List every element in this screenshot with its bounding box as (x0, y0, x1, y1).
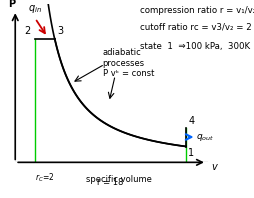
Text: state  1  ⇒100 kPa,  300K: state 1 ⇒100 kPa, 300K (140, 42, 250, 51)
Text: compression ratio r = v₁/v₂ = 18: compression ratio r = v₁/v₂ = 18 (140, 6, 254, 14)
Text: r = 18: r = 18 (97, 178, 124, 187)
Text: cutoff ratio rᴄ = v3/v₂ = 2: cutoff ratio rᴄ = v3/v₂ = 2 (140, 23, 252, 32)
Text: specific volume: specific volume (86, 175, 152, 184)
Text: $q_{out}$: $q_{out}$ (196, 131, 215, 143)
Text: $q_{in}$: $q_{in}$ (28, 3, 42, 15)
Text: adiabatic
processes
P vᵏ = const: adiabatic processes P vᵏ = const (103, 48, 154, 78)
Text: v: v (211, 162, 217, 172)
Text: 2: 2 (25, 26, 31, 36)
Text: P: P (9, 0, 16, 9)
Text: $r_C$=2: $r_C$=2 (35, 172, 55, 184)
Text: 3: 3 (57, 26, 63, 36)
Text: 4: 4 (188, 116, 194, 126)
Text: 1: 1 (188, 148, 194, 158)
